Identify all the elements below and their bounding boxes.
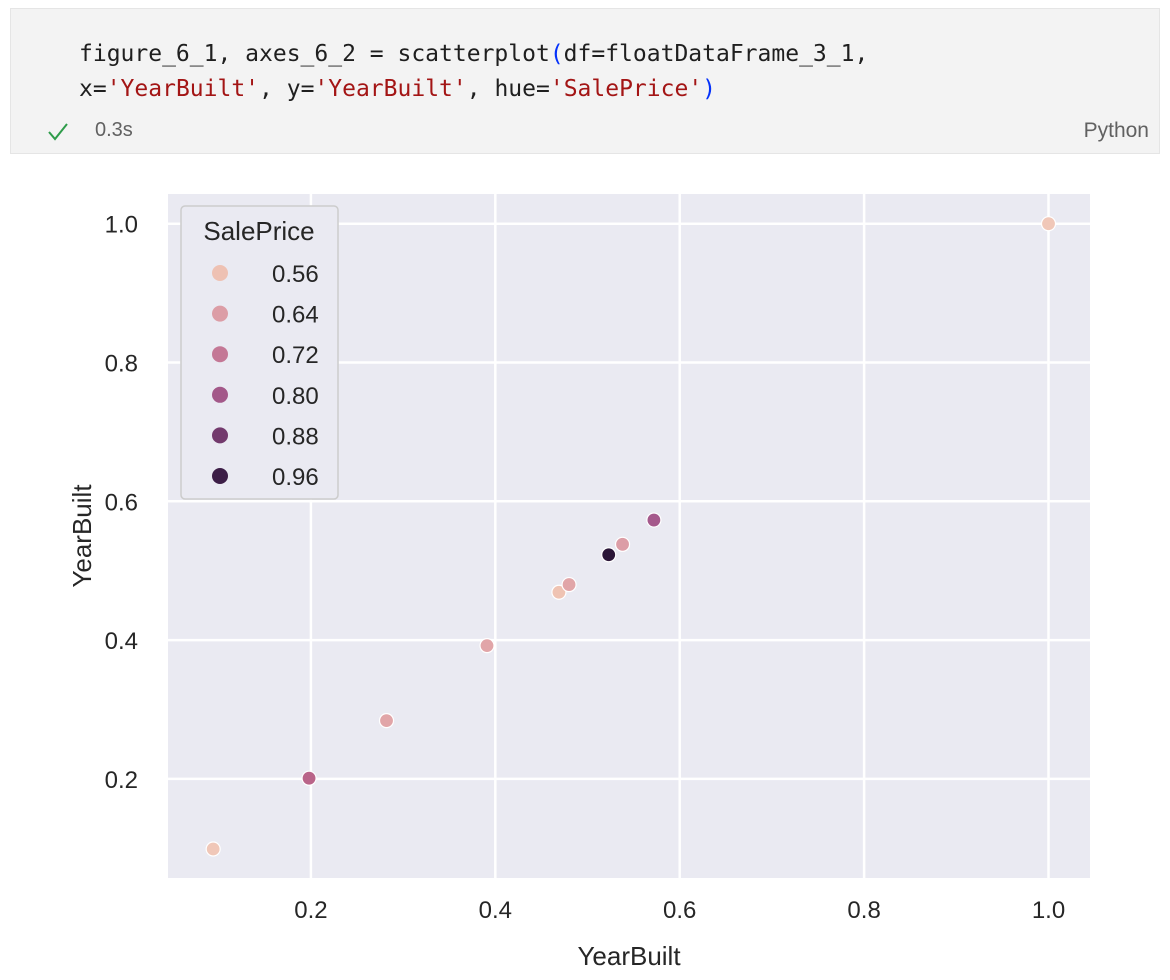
data-point [479,638,495,654]
code-token-string: 'YearBuilt' [314,76,467,102]
legend-label: 0.72 [272,342,319,369]
execution-time: 0.3s [95,119,133,141]
code-token: figure_6_1, axes_6_2 = scatterplot [79,41,550,67]
code-line-1[interactable]: figure_6_1, axes_6_2 = scatterplot(df=fl… [79,39,868,69]
code-token: df=floatDataFrame_3_1, [563,41,869,67]
x-tick-label: 1.0 [1032,897,1065,924]
data-point [646,512,662,528]
x-tick-label: 0.2 [294,897,327,924]
legend-marker [212,265,228,281]
cell-status-bar: 0.3s Python [11,117,1159,147]
legend-title: SalePrice [203,216,314,246]
legend-label: 0.56 [272,261,319,288]
legend-marker [212,346,228,363]
legend-marker [212,305,228,322]
y-tick-label: 1.0 [105,212,138,239]
x-tick-labels: 0.2 0.4 0.6 0.8 1.0 [294,897,1065,924]
data-point [205,841,221,857]
code-line-2[interactable]: x='YearBuilt', y='YearBuilt', hue='SaleP… [79,74,716,104]
cell-language-label[interactable]: Python [1083,119,1149,142]
x-tick-label: 0.6 [663,897,696,924]
data-point [551,584,567,600]
legend-label: 0.88 [272,423,319,450]
legend: SalePrice 0.56 0.64 0.72 0.80 0.88 0.96 [180,205,339,500]
data-point [561,576,577,593]
y-tick-labels: 0.2 0.4 0.6 0.8 1.0 [105,212,138,794]
code-token-paren: ) [702,76,717,102]
check-icon [48,123,68,141]
notebook-code-cell[interactable]: figure_6_1, axes_6_2 = scatterplot(df=fl… [10,8,1160,154]
code-token: x= [79,76,107,102]
x-axis-label: YearBuilt [577,941,681,971]
data-point [601,547,617,563]
data-point [301,770,317,786]
data-points [205,216,1057,857]
code-token: , hue= [466,76,550,102]
legend-marker [212,427,228,444]
code-token: , y= [259,76,315,102]
y-tick-label: 0.6 [105,489,138,516]
code-token-paren: ( [549,41,564,67]
y-tick-label: 0.8 [105,351,138,378]
data-point [1040,216,1057,232]
y-tick-label: 0.4 [105,628,138,655]
x-tick-label: 0.4 [479,897,512,924]
legend-marker [212,386,228,403]
y-axis-label: YearBuilt [67,484,97,588]
legend-label: 0.64 [272,302,319,329]
data-point [378,713,395,729]
code-token-string: 'SalePrice' [549,76,703,102]
y-tick-label: 0.2 [105,767,138,794]
legend-label: 0.80 [272,383,319,410]
data-point [614,536,631,552]
x-tick-label: 0.8 [847,897,880,924]
legend-label: 0.96 [272,464,319,491]
code-token-string: 'YearBuilt' [106,76,260,102]
scatter-plot-output: 0.2 0.4 0.6 0.8 1.0 0.2 0.4 0.6 0.8 1.0 YearBuil… [67,194,1090,971]
legend-marker [212,468,228,484]
